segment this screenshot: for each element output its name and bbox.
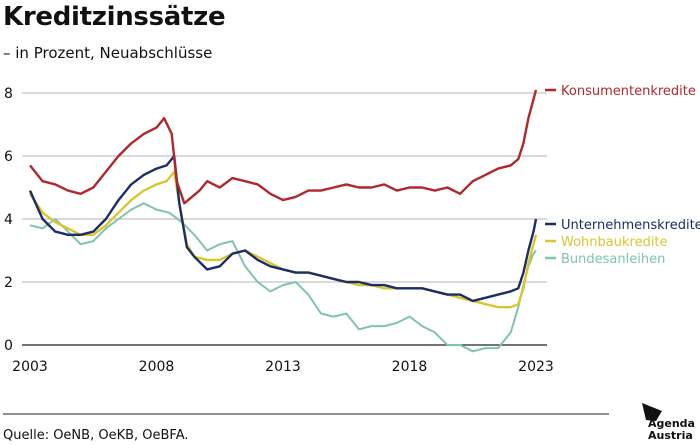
legend-label: Wohnbaukredite [561,235,668,250]
legend-label: Konsumentenkredite [561,84,696,99]
logo-mark [642,403,662,421]
y-tick-label: 8 [4,86,13,102]
x-tick-labels: 2003 2008 2013 2018 2023 [12,359,554,375]
y-tick-label: 4 [4,212,13,228]
y-tick-label: 0 [4,338,13,354]
series-line-konsumentenkredite [29,89,538,205]
brand-label: Agenda Austria [648,418,695,442]
agenda-austria-logo [642,403,662,421]
series-lines [28,89,538,353]
x-tick-label: 2023 [518,359,554,375]
x-tick-label: 2013 [265,359,301,375]
grid-lines [22,92,547,346]
y-tick-label: 2 [4,275,13,291]
x-tick-label: 2008 [139,359,175,375]
brand-line-1: Agenda [648,417,695,430]
brand-line-2: Austria [648,429,693,442]
chart-subtitle: – in Prozent, Neuabschlüsse [3,44,213,62]
legend-label: Unternehmenskredite [561,218,700,233]
series-line-unternehmenskredite [28,154,538,303]
series-line-bundesanleihen [29,202,537,353]
legend-label: Bundesanleihen [561,252,665,267]
y-tick-label: 6 [4,149,13,165]
x-tick-label: 2018 [392,359,428,375]
y-tick-labels: 0 2 4 6 8 [4,86,13,354]
legend: Konsumentenkredite Unternehmenskredite Woh… [545,84,700,267]
source-note: Quelle: OeNB, OeKB, OeBFA. [3,428,189,443]
chart-title: Kreditzinssätze [3,2,226,32]
x-tick-label: 2003 [12,359,48,375]
